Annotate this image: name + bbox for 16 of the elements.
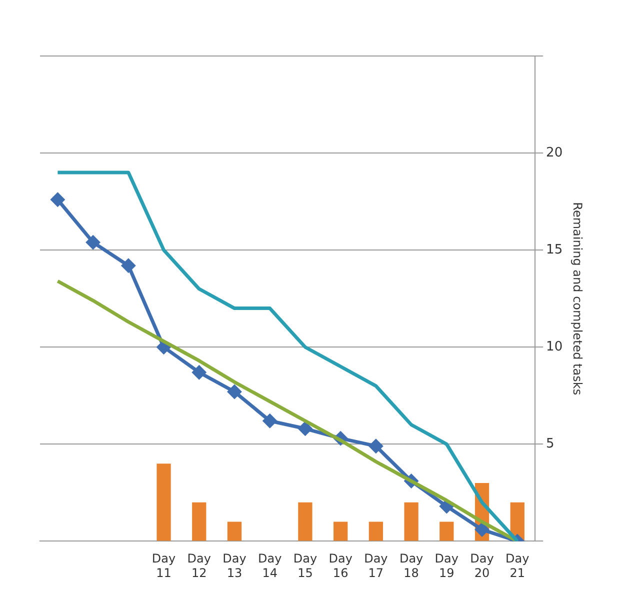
y-tick-label: 5 [546, 436, 554, 452]
x-tick-label: Day 21 [506, 552, 530, 580]
y-axis-title: Remaining and completed tasks [570, 202, 585, 396]
x-tick-label: Day 15 [293, 552, 318, 580]
x-tick-label: Day 20 [470, 552, 494, 580]
x-tick-label: Day 14 [258, 552, 282, 580]
y-tick-label: 15 [546, 242, 563, 258]
x-tick-label: Day 17 [364, 552, 388, 580]
x-tick-label: Day 18 [399, 552, 424, 580]
x-tick-label: Day 12 [187, 552, 211, 580]
y-tick-label: 10 [546, 339, 563, 354]
y-tick-label: 20 [546, 145, 563, 160]
x-tick-label: Day 13 [222, 552, 246, 580]
x-tick-label: Day 19 [434, 552, 459, 580]
x-tick-label: Day 16 [328, 552, 352, 580]
x-tick-label: Day 11 [152, 552, 176, 580]
